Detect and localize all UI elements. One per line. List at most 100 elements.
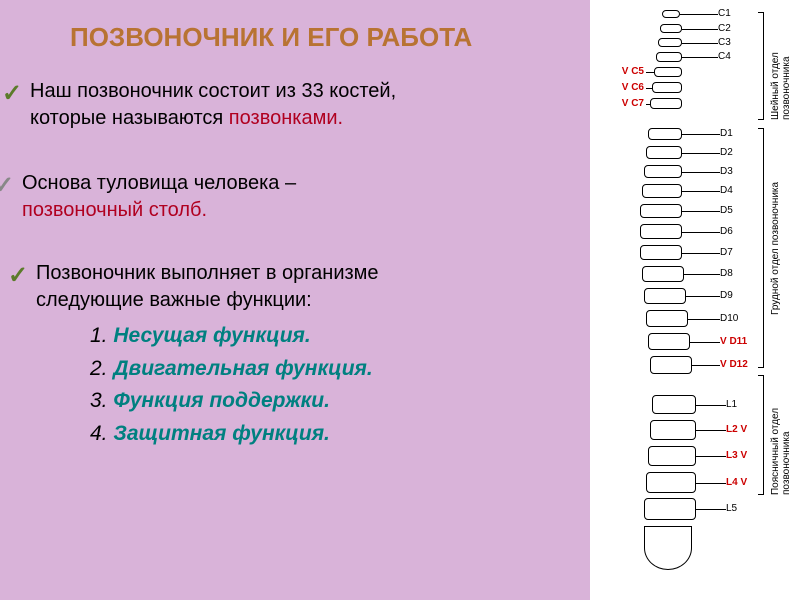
function-number: 4. [90, 422, 113, 445]
vertebra [644, 498, 696, 520]
function-item: 4. Защитная функция. [90, 418, 373, 451]
bullet-2-highlight: позвоночный столб. [22, 199, 207, 221]
vertebra-label: D4 [720, 185, 733, 196]
vertebra [642, 184, 682, 198]
vertebra-label: V C5 [608, 66, 644, 77]
leader-line [682, 232, 720, 233]
vertebra-label: D7 [720, 247, 733, 258]
bullet-1: ✓ Наш позвоночник состоит из 33 костей, … [30, 78, 570, 132]
vertebra [648, 333, 690, 350]
slide-title: ПОЗВОНОЧНИК И ЕГО РАБОТА [70, 22, 472, 53]
bullet-1-line-1: Наш позвоночник состоит из 33 костей, [30, 80, 396, 102]
vertebra [652, 82, 682, 93]
leader-line [686, 296, 720, 297]
vertebra [652, 395, 696, 414]
vertebra [644, 288, 686, 304]
leader-line [682, 153, 720, 154]
function-item: 1. Несущая функция. [90, 320, 373, 353]
bullet-3-line-1: Позвоночник выполняет в организме [36, 262, 379, 284]
vertebra [640, 245, 682, 260]
vertebra-label: D5 [720, 205, 733, 216]
vertebra-label: V D12 [720, 359, 748, 370]
vertebra [648, 446, 696, 466]
vertebra [656, 52, 682, 62]
section-bracket [758, 128, 764, 368]
bullet-1-highlight: позвонками. [229, 107, 343, 129]
vertebra [644, 165, 682, 178]
leader-line [646, 72, 654, 73]
function-item: 2. Двигательная функция. [90, 353, 373, 386]
leader-line [680, 14, 718, 15]
leader-line [696, 405, 726, 406]
vertebra-label: V C6 [608, 82, 644, 93]
vertebra-label: L2 V [726, 424, 747, 435]
leader-line [692, 365, 720, 366]
leader-line [682, 191, 720, 192]
vertebra-label: D1 [720, 128, 733, 139]
vertebra [650, 420, 696, 440]
vertebra-label: D2 [720, 147, 733, 158]
check-icon: ✓ [2, 78, 22, 110]
section-label: Грудной отдел позвоночника [770, 128, 781, 368]
function-text: Защитная функция. [113, 422, 330, 445]
vertebra-label: L3 V [726, 450, 747, 461]
leader-line [688, 319, 720, 320]
leader-line [682, 29, 718, 30]
section-bracket [758, 375, 764, 495]
bullet-2: ✓ Основа туловища человека – позвоночный… [22, 170, 562, 224]
leader-line [646, 88, 652, 89]
leader-line [682, 57, 718, 58]
vertebra-label: D8 [720, 268, 733, 279]
sacrum [644, 526, 692, 570]
bullet-3-line-2: следующие важные функции: [36, 289, 312, 311]
section-label: Шейный отдел позвоночника [770, 12, 792, 120]
leader-line [682, 211, 720, 212]
vertebra-label: L4 V [726, 477, 747, 488]
vertebra-label: D9 [720, 290, 733, 301]
vertebra-label: D3 [720, 166, 733, 177]
vertebra [646, 472, 696, 493]
leader-line [684, 274, 720, 275]
vertebra-label: V C7 [608, 98, 644, 109]
vertebra-label: C4 [718, 51, 731, 62]
leader-line [696, 456, 726, 457]
vertebra-label: D10 [720, 313, 738, 324]
vertebra [642, 266, 684, 282]
vertebra [646, 310, 688, 327]
leader-line [682, 134, 720, 135]
vertebra [640, 224, 682, 239]
leader-line [696, 483, 726, 484]
function-number: 1. [90, 324, 113, 347]
leader-line [682, 172, 720, 173]
vertebra [648, 128, 682, 140]
check-icon: ✓ [0, 170, 14, 202]
function-number: 2. [90, 357, 113, 380]
vertebra [658, 38, 682, 47]
function-text: Двигательная функция. [113, 357, 372, 380]
bullet-1-line-2a: которые называются [30, 107, 229, 129]
leader-line [690, 342, 720, 343]
vertebra [646, 146, 682, 159]
bullet-3: ✓ Позвоночник выполняет в организме след… [36, 260, 576, 314]
function-text: Несущая функция. [113, 324, 310, 347]
function-text: Функция поддержки. [113, 389, 330, 412]
vertebra-label: L5 [726, 503, 737, 514]
leader-line [682, 253, 720, 254]
vertebra [650, 98, 682, 109]
vertebra [660, 24, 682, 33]
section-label: Поясничный отдел позвоночника [770, 375, 792, 495]
vertebra-label: C3 [718, 37, 731, 48]
leader-line [646, 104, 650, 105]
vertebra [640, 204, 682, 218]
spine-diagram: Шейный отдел позвоночника Грудной отдел п… [590, 0, 800, 600]
bullet-2-line-1: Основа туловища человека – [22, 172, 296, 194]
function-item: 3. Функция поддержки. [90, 385, 373, 418]
vertebra-label: L1 [726, 399, 737, 410]
vertebra [654, 67, 682, 77]
leader-line [696, 509, 726, 510]
vertebra [662, 10, 680, 18]
leader-line [696, 430, 726, 431]
vertebra-label: V D11 [720, 336, 747, 347]
vertebra-label: C1 [718, 8, 731, 19]
function-number: 3. [90, 389, 113, 412]
